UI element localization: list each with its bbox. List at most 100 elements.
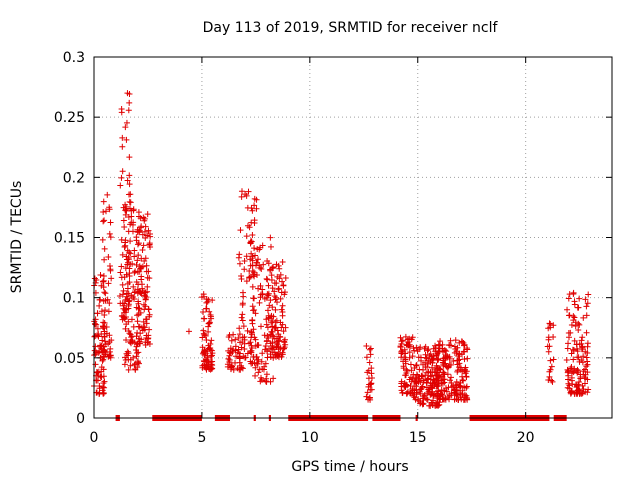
data-point — [247, 239, 254, 246]
data-point — [242, 354, 249, 361]
data-point — [146, 230, 153, 237]
data-point — [363, 354, 370, 361]
chart-title: Day 113 of 2019, SRMTID for receiver ncl… — [203, 20, 499, 36]
data-point — [252, 252, 259, 259]
data-point — [124, 348, 131, 355]
y-axis-label: SRMTID / TECUs — [9, 181, 25, 294]
data-point — [145, 332, 152, 339]
data-point — [139, 285, 146, 292]
data-point — [142, 316, 149, 323]
data-point — [249, 207, 256, 214]
data-point — [447, 377, 454, 384]
data-point — [430, 376, 437, 383]
data-point — [452, 387, 459, 394]
data-point — [242, 191, 249, 198]
data-point — [435, 382, 442, 389]
data-point — [463, 368, 470, 375]
data-point — [428, 391, 435, 398]
data-point — [279, 258, 286, 265]
data-point — [104, 191, 111, 198]
data-point — [248, 329, 255, 336]
data-point — [254, 245, 261, 252]
data-point — [120, 287, 127, 294]
data-point — [249, 303, 256, 310]
data-point — [236, 354, 243, 361]
data-point — [122, 325, 129, 332]
data-point — [261, 332, 268, 339]
data-point — [127, 362, 134, 369]
data-point — [107, 345, 114, 352]
data-point — [137, 309, 144, 316]
data-point — [566, 291, 573, 298]
data-point — [248, 342, 255, 349]
data-point — [268, 319, 275, 326]
data-point — [122, 124, 129, 131]
y-tick-label: 0.2 — [63, 170, 85, 186]
data-points — [91, 90, 592, 409]
data-point — [448, 361, 455, 368]
data-point — [134, 268, 141, 275]
data-point — [264, 324, 271, 331]
data-point — [101, 328, 108, 335]
data-point — [279, 312, 286, 319]
data-point — [119, 281, 126, 288]
data-point — [463, 345, 470, 352]
data-point — [239, 300, 246, 307]
axis-ticks: 0 0.05 0.1 0.15 0.2 0.25 0.3 0 5 10 15 20 — [54, 50, 612, 446]
data-point — [141, 217, 148, 224]
data-point — [101, 256, 108, 263]
grid-lines — [94, 57, 612, 418]
data-point — [364, 369, 371, 376]
data-point — [106, 206, 113, 213]
data-point — [579, 359, 586, 366]
data-point — [126, 172, 133, 179]
data-point — [241, 257, 248, 264]
data-point — [98, 342, 105, 349]
data-point — [206, 308, 213, 315]
data-point — [442, 395, 449, 402]
data-point — [122, 211, 129, 218]
data-point — [136, 323, 143, 330]
data-point — [548, 377, 555, 384]
data-point — [243, 278, 250, 285]
data-point — [243, 253, 250, 260]
data-point — [271, 293, 278, 300]
data-point — [200, 327, 207, 334]
data-point — [143, 320, 150, 327]
data-point — [415, 375, 422, 382]
data-point — [122, 265, 129, 272]
data-point — [125, 107, 132, 114]
data-point — [572, 381, 579, 388]
data-point — [120, 204, 127, 211]
data-point — [574, 366, 581, 373]
data-point — [237, 339, 244, 346]
data-point — [131, 289, 138, 296]
data-point — [118, 174, 125, 181]
data-point — [121, 243, 128, 250]
data-point — [105, 280, 112, 287]
data-point — [130, 294, 137, 301]
data-point — [199, 344, 206, 351]
data-point — [264, 307, 271, 314]
data-point — [129, 228, 136, 235]
data-point — [125, 191, 132, 198]
data-point — [259, 366, 266, 373]
data-point — [227, 345, 234, 352]
data-point — [209, 352, 216, 359]
data-point — [576, 295, 583, 302]
data-point — [143, 262, 150, 269]
data-point — [268, 345, 275, 352]
data-point — [99, 357, 106, 364]
data-point — [265, 260, 272, 267]
data-point — [274, 341, 281, 348]
data-point — [404, 342, 411, 349]
data-point — [571, 301, 578, 308]
data-point — [203, 299, 210, 306]
data-point — [138, 276, 145, 283]
data-point — [129, 221, 136, 228]
data-point — [545, 325, 552, 332]
data-point — [277, 295, 284, 302]
data-point — [576, 341, 583, 348]
data-point — [93, 368, 100, 375]
